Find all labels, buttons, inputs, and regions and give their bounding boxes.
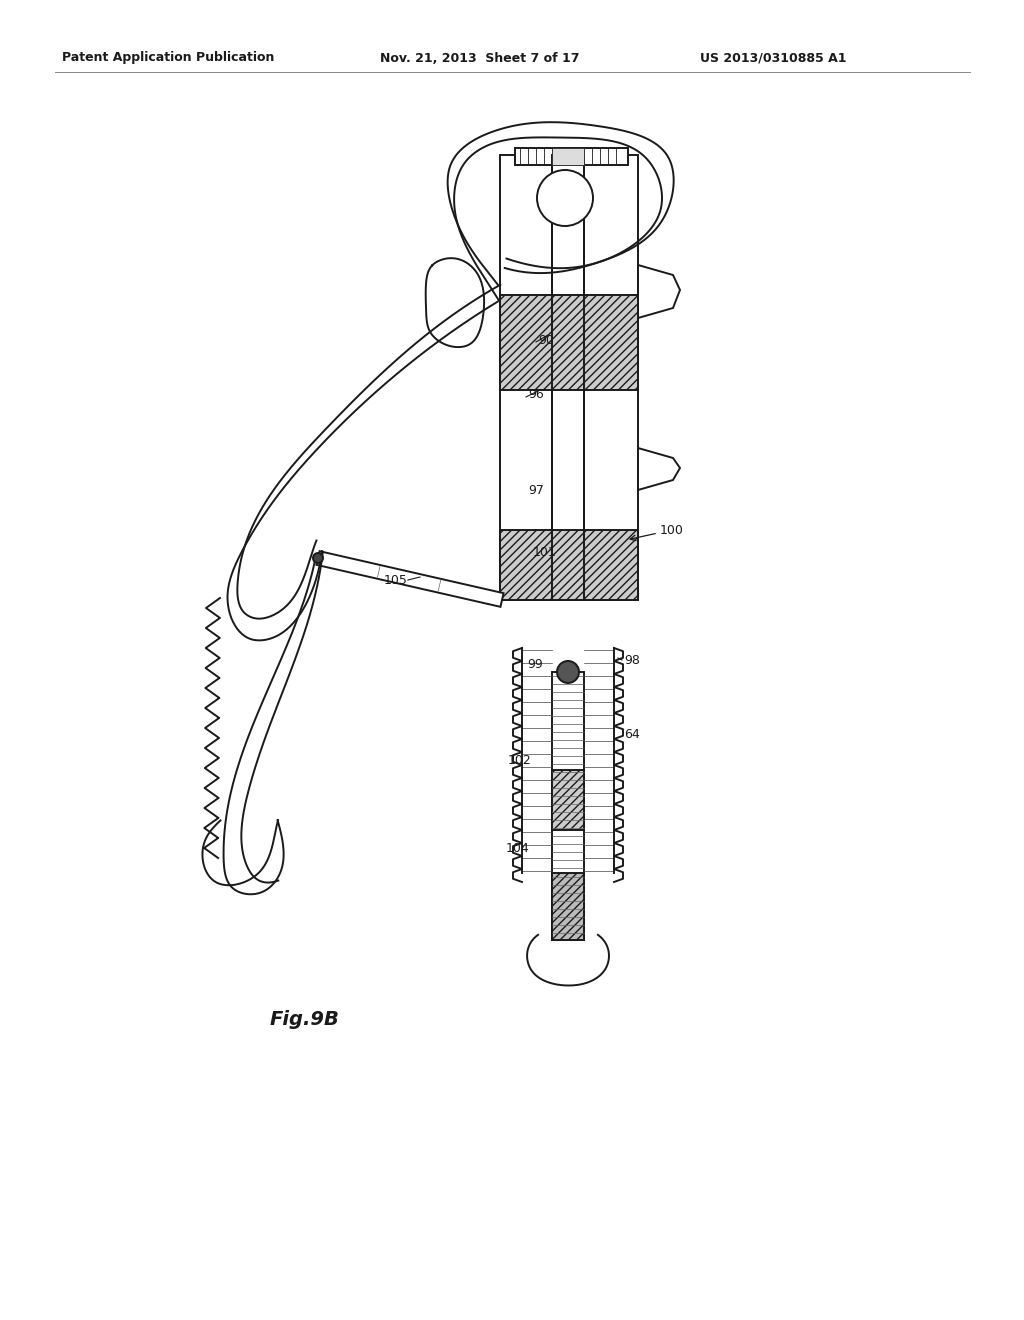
- Text: 104: 104: [506, 842, 529, 854]
- Text: 98: 98: [624, 653, 640, 667]
- Text: US 2013/0310885 A1: US 2013/0310885 A1: [700, 51, 847, 65]
- Text: 100: 100: [660, 524, 684, 536]
- Polygon shape: [552, 873, 584, 940]
- Polygon shape: [638, 447, 680, 490]
- Text: 90: 90: [538, 334, 554, 346]
- Text: 105: 105: [384, 573, 408, 586]
- Text: Fig.9B: Fig.9B: [270, 1010, 340, 1030]
- Polygon shape: [552, 158, 584, 597]
- Circle shape: [557, 661, 579, 682]
- Polygon shape: [500, 154, 638, 601]
- Polygon shape: [552, 148, 584, 165]
- Polygon shape: [515, 148, 628, 165]
- Text: 101: 101: [534, 546, 557, 560]
- Circle shape: [313, 553, 323, 564]
- Text: Patent Application Publication: Patent Application Publication: [62, 51, 274, 65]
- Polygon shape: [500, 531, 638, 601]
- Polygon shape: [552, 770, 584, 830]
- Polygon shape: [500, 294, 638, 389]
- Text: 97: 97: [528, 483, 544, 496]
- Polygon shape: [316, 552, 504, 607]
- Polygon shape: [638, 265, 680, 318]
- Text: 99: 99: [527, 659, 543, 672]
- Polygon shape: [552, 672, 584, 940]
- Text: 96: 96: [528, 388, 544, 401]
- Text: Nov. 21, 2013  Sheet 7 of 17: Nov. 21, 2013 Sheet 7 of 17: [380, 51, 580, 65]
- Circle shape: [537, 170, 593, 226]
- Text: 64: 64: [624, 729, 640, 742]
- Text: 102: 102: [508, 754, 531, 767]
